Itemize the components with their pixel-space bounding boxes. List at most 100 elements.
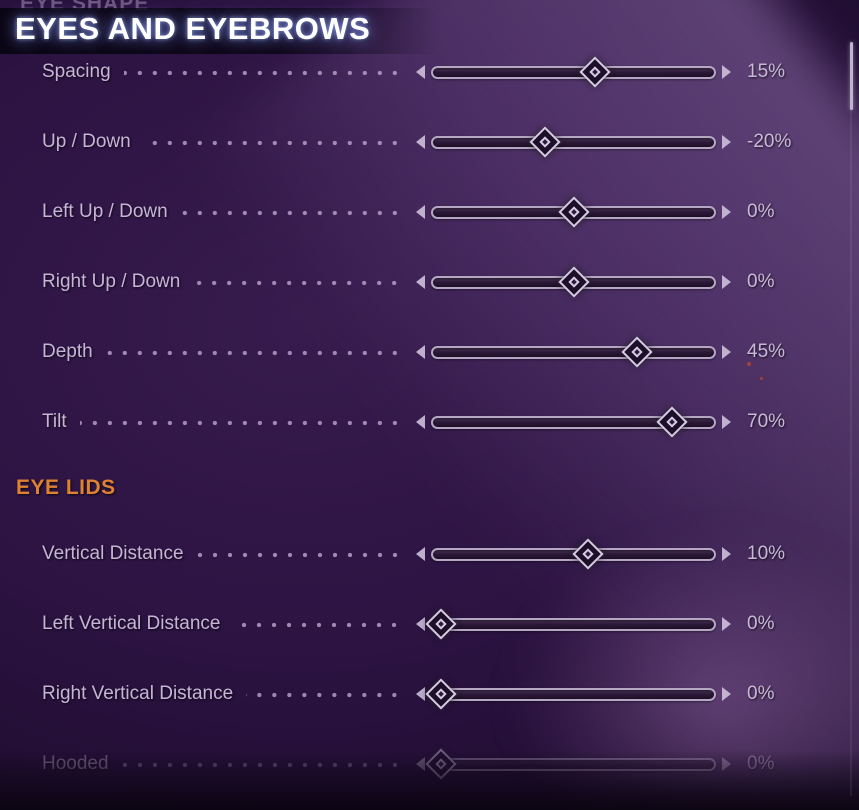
slider-label: Hooded — [42, 753, 109, 774]
slider-value: 45% — [747, 341, 786, 362]
decrement-arrow-icon[interactable] — [416, 617, 425, 631]
decrement-arrow-icon[interactable] — [416, 415, 425, 429]
scrollbar-track[interactable] — [850, 42, 852, 796]
slider-handle-inner — [567, 206, 580, 218]
slider-track[interactable] — [431, 56, 716, 88]
slider-handle-inner — [631, 346, 643, 358]
slider-handle-inner — [581, 548, 594, 560]
decrement-arrow-icon[interactable] — [416, 205, 425, 219]
slider-handle-inner — [435, 618, 448, 630]
slider-row: Right Vertical Distance 0% — [0, 659, 859, 729]
slider-handle-inner — [588, 66, 601, 78]
dotted-leader — [246, 692, 402, 698]
slider-value: 0% — [747, 683, 775, 704]
section-header: EYE LIDS — [16, 476, 116, 499]
increment-arrow-icon[interactable] — [722, 617, 731, 631]
increment-arrow-icon[interactable] — [722, 687, 731, 701]
slider-handle[interactable] — [557, 196, 590, 228]
slider-row: Left Up / Down 0% — [0, 177, 859, 247]
decrement-arrow-icon[interactable] — [416, 757, 425, 771]
slider-handle[interactable] — [621, 336, 653, 368]
section-rows: Spacing 15% Up / Down -20% Left Up / Dow… — [0, 37, 859, 457]
dotted-leader — [196, 552, 402, 558]
slider-row: Tilt 70% — [0, 387, 859, 457]
slider-row: Spacing 15% — [0, 37, 859, 107]
decrement-arrow-icon[interactable] — [416, 275, 425, 289]
scrollbar[interactable] — [848, 42, 854, 796]
slider-label: Tilt — [42, 411, 67, 432]
slider-handle-inner — [539, 136, 552, 148]
slider-track[interactable] — [431, 126, 716, 158]
slider-value: -20% — [747, 131, 792, 152]
slider-label: Left Vertical Distance — [42, 613, 221, 634]
increment-arrow-icon[interactable] — [722, 415, 731, 429]
slider-label: Vertical Distance — [42, 543, 184, 564]
slider-value: 0% — [747, 201, 775, 222]
slider-track[interactable] — [431, 336, 716, 368]
decrement-arrow-icon[interactable] — [416, 65, 425, 79]
slider-handle[interactable] — [579, 56, 611, 88]
section-rows: Vertical Distance 10% Left Vertical Dist… — [0, 519, 859, 799]
slider-handle-inner — [435, 688, 448, 700]
slider-track[interactable] — [425, 608, 716, 640]
slider-value: 0% — [747, 271, 775, 292]
slider-label: Left Up / Down — [42, 201, 168, 222]
slider-handle[interactable] — [425, 748, 457, 780]
slider-label: Depth — [42, 341, 93, 362]
slider-handle[interactable] — [529, 126, 561, 158]
dotted-leader — [180, 210, 402, 216]
slider-value: 70% — [747, 411, 786, 432]
slider-value: 10% — [747, 543, 786, 564]
slider-row: Depth 45% — [0, 317, 859, 387]
slider-row: Up / Down -20% — [0, 107, 859, 177]
increment-arrow-icon[interactable] — [722, 275, 731, 289]
slider-handle[interactable] — [425, 608, 457, 640]
slider-track[interactable] — [425, 678, 716, 710]
dotted-leader — [123, 70, 402, 76]
slider-track[interactable] — [431, 266, 716, 298]
slider-label: Right Vertical Distance — [42, 683, 234, 704]
slider-value: 0% — [747, 753, 775, 774]
increment-arrow-icon[interactable] — [722, 757, 731, 771]
settings-section: Spacing 15% Up / Down -20% Left Up / Dow… — [0, 37, 859, 457]
decrement-arrow-icon[interactable] — [416, 345, 425, 359]
dotted-leader — [121, 762, 402, 768]
slider-handle[interactable] — [656, 406, 688, 438]
slider-row: Hooded 0% — [0, 729, 859, 799]
slider-row: Right Up / Down 0% — [0, 247, 859, 317]
slider-handle-inner — [435, 758, 448, 770]
slider-value: 0% — [747, 613, 775, 634]
slider-value: 15% — [747, 61, 786, 82]
decrement-arrow-icon[interactable] — [416, 687, 425, 701]
increment-arrow-icon[interactable] — [722, 65, 731, 79]
dotted-leader — [233, 622, 402, 628]
slider-handle[interactable] — [425, 678, 457, 710]
increment-arrow-icon[interactable] — [722, 547, 731, 561]
page-title: EYES AND EYEBROWS — [15, 11, 371, 46]
slider-track[interactable] — [425, 748, 716, 780]
slider-label: Spacing — [42, 61, 111, 82]
increment-arrow-icon[interactable] — [722, 345, 731, 359]
dotted-leader — [105, 350, 402, 356]
increment-arrow-icon[interactable] — [722, 205, 731, 219]
slider-handle-inner — [666, 416, 678, 428]
slider-label: Up / Down — [42, 131, 131, 152]
slider-track[interactable] — [431, 406, 716, 438]
decrement-arrow-icon[interactable] — [416, 135, 425, 149]
scrollbar-thumb[interactable] — [849, 42, 853, 110]
slider-row: Left Vertical Distance 0% — [0, 589, 859, 659]
slider-track[interactable] — [431, 538, 716, 570]
dust-speck — [747, 362, 751, 366]
slider-handle[interactable] — [557, 266, 590, 298]
slider-track[interactable] — [431, 196, 716, 228]
slider-handle[interactable] — [571, 538, 604, 570]
increment-arrow-icon[interactable] — [722, 135, 731, 149]
settings-section: EYE LIDS Vertical Distance 10% Left Vert… — [0, 457, 859, 799]
dust-speck — [760, 377, 763, 380]
decrement-arrow-icon[interactable] — [416, 547, 425, 561]
slider-label: Right Up / Down — [42, 271, 181, 292]
slider-row: Vertical Distance 10% — [0, 519, 859, 589]
page-title-band: EYES AND EYEBROWS — [0, 8, 441, 54]
